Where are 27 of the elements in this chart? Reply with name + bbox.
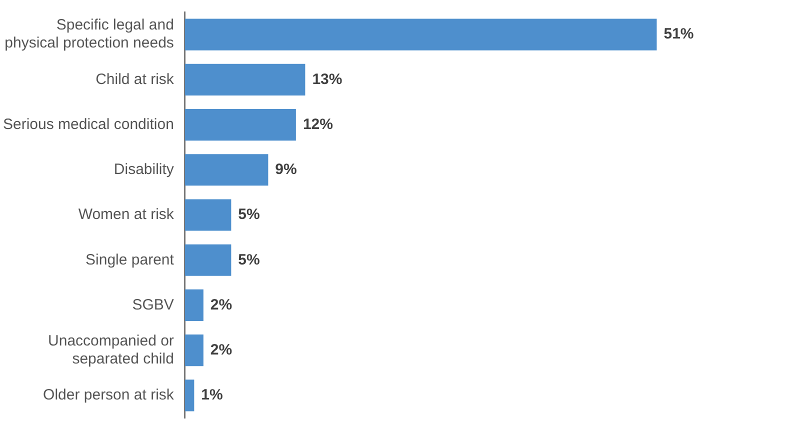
data-label: 2% xyxy=(210,341,232,358)
y-tick-label: Single parent xyxy=(86,251,175,268)
y-tick-label: Women at risk xyxy=(78,206,174,224)
bar xyxy=(184,154,268,186)
bar xyxy=(184,244,232,276)
data-label: 5% xyxy=(238,206,260,224)
bar xyxy=(184,18,657,50)
y-tick-label: Child at risk xyxy=(96,70,174,88)
bar xyxy=(184,289,204,322)
y-tick-label: SGBV xyxy=(132,296,174,314)
data-label: 5% xyxy=(238,251,260,268)
bar xyxy=(184,108,296,141)
data-label: 12% xyxy=(302,116,333,133)
data-label: 2% xyxy=(210,296,232,314)
bar xyxy=(184,64,306,96)
y-tick-label: Unaccompanied or separated child xyxy=(48,332,174,368)
y-tick-label: Older person at risk xyxy=(43,386,174,404)
y-tick-label: Serious medical condition xyxy=(2,116,174,133)
data-label: 51% xyxy=(664,26,694,43)
data-label: 9% xyxy=(275,161,297,178)
y-tick-label: Disability xyxy=(114,161,174,178)
bar xyxy=(184,380,194,412)
data-label: 1% xyxy=(201,386,223,404)
bar xyxy=(184,334,204,366)
bar xyxy=(184,199,232,231)
y-tick-label: Specific legal and physical protection needs xyxy=(4,16,174,52)
data-label: 13% xyxy=(312,70,342,88)
